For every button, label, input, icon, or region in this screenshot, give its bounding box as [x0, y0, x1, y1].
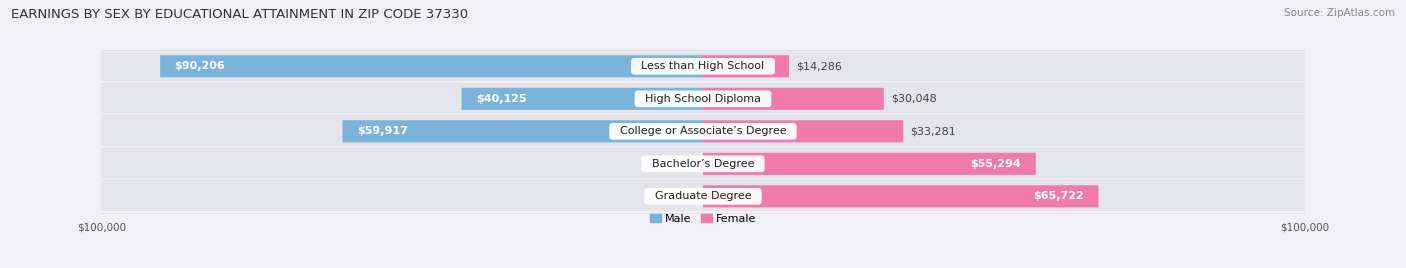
- Text: EARNINGS BY SEX BY EDUCATIONAL ATTAINMENT IN ZIP CODE 37330: EARNINGS BY SEX BY EDUCATIONAL ATTAINMEN…: [11, 8, 468, 21]
- FancyBboxPatch shape: [343, 120, 703, 142]
- FancyBboxPatch shape: [703, 88, 884, 110]
- Legend: Male, Female: Male, Female: [645, 210, 761, 228]
- Text: Bachelor’s Degree: Bachelor’s Degree: [645, 159, 761, 169]
- Text: $55,294: $55,294: [970, 159, 1021, 169]
- Text: $0: $0: [682, 191, 696, 201]
- Text: $90,206: $90,206: [174, 61, 225, 71]
- FancyBboxPatch shape: [101, 84, 1305, 113]
- Text: $65,722: $65,722: [1033, 191, 1084, 201]
- Text: $14,286: $14,286: [796, 61, 842, 71]
- Text: Less than High School: Less than High School: [634, 61, 772, 71]
- Text: $59,917: $59,917: [357, 126, 408, 136]
- FancyBboxPatch shape: [101, 52, 1305, 81]
- FancyBboxPatch shape: [101, 149, 1305, 178]
- Text: Source: ZipAtlas.com: Source: ZipAtlas.com: [1284, 8, 1395, 18]
- Text: College or Associate’s Degree: College or Associate’s Degree: [613, 126, 793, 136]
- FancyBboxPatch shape: [101, 182, 1305, 211]
- FancyBboxPatch shape: [101, 117, 1305, 146]
- FancyBboxPatch shape: [703, 185, 1098, 207]
- Text: $30,048: $30,048: [891, 94, 936, 104]
- Text: Graduate Degree: Graduate Degree: [648, 191, 758, 201]
- FancyBboxPatch shape: [703, 153, 1036, 175]
- Text: $40,125: $40,125: [477, 94, 527, 104]
- FancyBboxPatch shape: [703, 120, 903, 142]
- FancyBboxPatch shape: [461, 88, 703, 110]
- FancyBboxPatch shape: [703, 55, 789, 77]
- Text: $0: $0: [682, 159, 696, 169]
- FancyBboxPatch shape: [160, 55, 703, 77]
- Text: High School Diploma: High School Diploma: [638, 94, 768, 104]
- Text: $33,281: $33,281: [911, 126, 956, 136]
